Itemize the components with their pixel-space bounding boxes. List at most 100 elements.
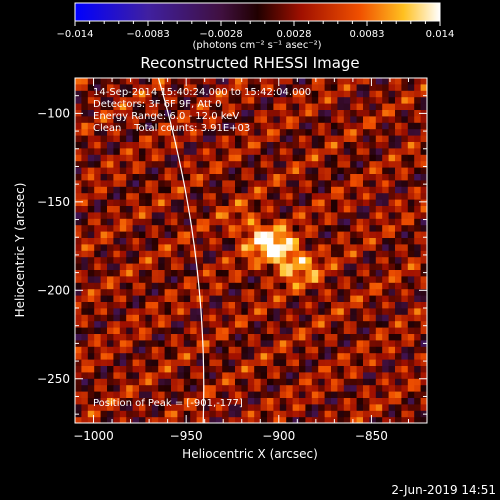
image-pixel <box>273 378 281 386</box>
image-pixel <box>318 398 325 405</box>
image-pixel <box>260 161 268 168</box>
image-pixel <box>87 142 95 149</box>
image-pixel <box>363 308 370 316</box>
image-pixel <box>203 186 210 194</box>
image-pixel <box>369 346 377 354</box>
image-pixel <box>113 212 121 220</box>
image-pixel <box>260 97 268 104</box>
image-pixel <box>260 218 268 226</box>
image-pixel <box>235 238 242 245</box>
image-pixel <box>324 321 332 328</box>
image-pixel <box>260 225 268 232</box>
image-pixel <box>235 270 242 277</box>
image-pixel <box>292 180 300 188</box>
image-pixel <box>139 314 146 322</box>
image-pixel <box>164 244 172 252</box>
image-pixel <box>369 314 377 322</box>
image-pixel <box>145 84 153 92</box>
image-pixel <box>382 359 389 367</box>
image-pixel <box>190 327 197 335</box>
image-pixel <box>331 186 338 194</box>
image-pixel <box>241 122 249 130</box>
image-pixel <box>151 212 159 220</box>
image-pixel <box>75 250 82 258</box>
image-pixel <box>247 199 255 207</box>
image-pixel <box>119 84 127 92</box>
image-pixel <box>331 276 338 284</box>
image-pixel <box>318 142 325 149</box>
image-pixel <box>414 225 421 232</box>
image-pixel <box>177 321 185 328</box>
image-pixel <box>94 308 101 316</box>
image-pixel <box>158 142 165 149</box>
image-pixel <box>337 385 345 392</box>
image-pixel <box>311 174 319 181</box>
image-pixel <box>420 84 427 92</box>
image-pixel <box>241 276 249 284</box>
image-pixel <box>273 231 281 239</box>
image-pixel <box>382 270 389 277</box>
image-pixel <box>331 110 338 117</box>
image-pixel <box>75 122 82 130</box>
image-pixel <box>164 359 172 367</box>
image-pixel <box>267 314 274 322</box>
image-pixel <box>420 302 427 309</box>
image-pixel <box>292 250 300 258</box>
image-pixel <box>196 167 204 175</box>
image-pixel <box>363 218 370 226</box>
image-pixel <box>209 391 217 399</box>
image-pixel <box>190 135 197 143</box>
image-pixel <box>279 289 287 296</box>
image-pixel <box>260 302 268 309</box>
image-pixel <box>75 238 82 245</box>
image-pixel <box>183 97 191 104</box>
image-pixel <box>183 308 191 316</box>
image-pixel <box>196 398 204 405</box>
image-pixel <box>164 116 172 124</box>
image-pixel <box>87 314 95 322</box>
image-pixel <box>267 110 274 117</box>
image-pixel <box>382 244 389 252</box>
image-pixel <box>267 212 274 220</box>
image-pixel <box>267 167 274 175</box>
image-pixel <box>331 314 338 322</box>
image-pixel <box>113 193 121 200</box>
image-pixel <box>139 340 146 348</box>
image-pixel <box>273 142 281 149</box>
image-pixel <box>132 110 140 117</box>
image-pixel <box>414 250 421 258</box>
image-pixel <box>318 78 325 85</box>
image-pixel <box>158 270 165 277</box>
image-pixel <box>260 238 268 245</box>
image-pixel <box>126 359 133 367</box>
image-pixel <box>247 398 255 405</box>
image-pixel <box>183 238 191 245</box>
image-pixel <box>158 398 165 405</box>
image-pixel <box>87 212 95 220</box>
image-pixel <box>388 218 396 226</box>
image-pixel <box>196 410 204 418</box>
image-pixel <box>260 90 268 98</box>
image-pixel <box>388 359 396 367</box>
image-pixel <box>139 334 146 341</box>
image-pixel <box>260 103 268 111</box>
image-pixel <box>100 366 108 373</box>
image-pixel <box>299 372 306 380</box>
image-pixel <box>209 314 217 322</box>
image-pixel <box>375 276 383 284</box>
image-pixel <box>203 174 210 181</box>
image-pixel <box>164 238 172 245</box>
image-pixel <box>414 270 421 277</box>
image-pixel <box>395 417 402 423</box>
image-pixel <box>305 122 313 130</box>
image-pixel <box>363 193 370 200</box>
image-pixel <box>164 404 172 412</box>
image-pixel <box>145 334 153 341</box>
image-pixel <box>299 225 306 232</box>
image-pixel <box>292 410 300 418</box>
image-pixel <box>260 346 268 354</box>
image-pixel <box>260 174 268 181</box>
image-pixel <box>183 180 191 188</box>
image-pixel <box>113 110 121 117</box>
image-pixel <box>292 385 300 392</box>
